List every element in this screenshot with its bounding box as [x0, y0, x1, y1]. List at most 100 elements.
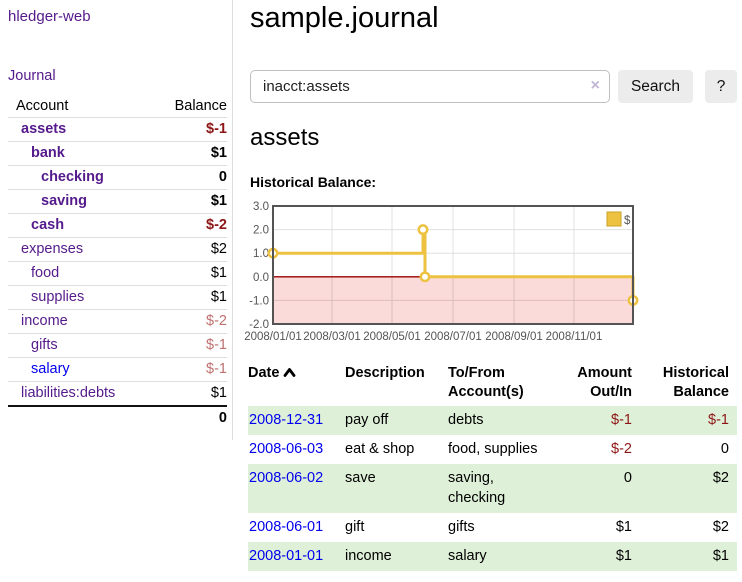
- transaction-row: 2008-06-03 eat & shop food, supplies $-2…: [248, 435, 737, 464]
- account-tree: Account Balance assets $-1 bank $1 check…: [8, 96, 227, 431]
- x-tick-label: 2008/03/01: [303, 331, 361, 343]
- balance-column-header: Historical Balance: [662, 365, 729, 400]
- account-row: income $-2: [8, 309, 227, 334]
- account-balance: $-1: [148, 357, 227, 382]
- account-row: salary $-1: [8, 357, 227, 382]
- plot-border: [272, 205, 634, 325]
- search-button[interactable]: Search: [618, 70, 693, 103]
- account-link-checking[interactable]: checking: [41, 169, 104, 185]
- transaction-balance: 0: [720, 441, 729, 457]
- register-header-row: Date Description To/From Account(s) Amou…: [248, 362, 737, 406]
- accounts-column-header: To/From Account(s): [448, 365, 524, 400]
- x-tick-label: 2008/09/01: [485, 331, 543, 343]
- account-link-gifts[interactable]: gifts: [31, 337, 58, 353]
- y-tick-label: -1.0: [249, 295, 269, 307]
- y-tick-label: 2.0: [253, 225, 269, 237]
- account-row: bank $1: [8, 141, 227, 166]
- transaction-date-link[interactable]: 2008-06-03: [249, 441, 324, 457]
- sidebar: hledger-web Journal Account Balance asse…: [0, 0, 233, 440]
- transaction-accounts: saving, checking: [448, 470, 506, 506]
- account-link-bank[interactable]: bank: [31, 145, 65, 161]
- legend-swatch: [606, 211, 622, 227]
- transaction-description: eat & shop: [345, 441, 415, 457]
- y-tick-label: 3.0: [253, 201, 269, 213]
- x-tick-label: 2008/05/01: [363, 331, 421, 343]
- transaction-amount: $1: [615, 548, 632, 564]
- clear-search-icon[interactable]: ×: [590, 77, 600, 94]
- sidebar-item-journal[interactable]: Journal: [8, 68, 56, 84]
- account-row: expenses $2: [8, 237, 227, 262]
- chart-legend: $: [606, 211, 631, 227]
- account-total-row: 0: [8, 405, 227, 431]
- account-heading: assets: [250, 124, 320, 151]
- app-brand: hledger-web: [8, 8, 227, 25]
- account-link-cash[interactable]: cash: [31, 217, 65, 233]
- account-link-supplies[interactable]: supplies: [31, 289, 85, 305]
- y-tick-label: -2.0: [249, 319, 269, 331]
- x-tick-label: 2008/07/01: [424, 331, 482, 343]
- transaction-balance: $2: [712, 519, 729, 535]
- brand-link[interactable]: hledger-web: [8, 8, 91, 25]
- transaction-row: 2008-12-31 pay off debts $-1 $-1: [248, 406, 737, 435]
- account-balance: $-1: [148, 333, 227, 358]
- transaction-description: pay off: [345, 412, 389, 428]
- search-input[interactable]: [250, 70, 610, 103]
- transaction-accounts: gifts: [448, 519, 475, 535]
- account-link-food[interactable]: food: [31, 265, 60, 281]
- account-row: saving $1: [8, 189, 227, 214]
- account-row: gifts $-1: [8, 333, 227, 358]
- transaction-balance: $1: [712, 548, 729, 564]
- gridlines: [274, 207, 632, 276]
- account-balance: $2: [148, 237, 227, 262]
- account-link-liabilities-debts[interactable]: liabilities:debts: [21, 385, 116, 401]
- transaction-row: 2008-01-01 income salary $1 $1: [248, 542, 737, 571]
- account-row: liabilities:debts $1: [8, 381, 227, 406]
- transaction-balance: $2: [712, 470, 729, 486]
- transaction-balance: $-1: [708, 412, 729, 428]
- account-balance: $-2: [148, 213, 227, 238]
- account-link-expenses[interactable]: expenses: [21, 241, 84, 257]
- historical-balance-chart: 3.0 2.0 1.0 0.0 -1.0 -2.0: [244, 201, 639, 343]
- account-tree-header: Account Balance: [8, 96, 227, 118]
- account-row: food $1: [8, 261, 227, 286]
- transaction-accounts: food, supplies: [448, 441, 538, 457]
- description-column-header: Description: [345, 365, 425, 381]
- account-balance: $1: [148, 381, 227, 406]
- account-row: cash $-2: [8, 213, 227, 238]
- account-balance: $1: [148, 141, 227, 166]
- account-balance: 0: [148, 165, 227, 190]
- transaction-amount: $1: [615, 519, 632, 535]
- account-link-saving[interactable]: saving: [41, 193, 87, 209]
- transaction-date-link[interactable]: 2008-01-01: [249, 548, 324, 564]
- account-balance: $-1: [148, 117, 227, 142]
- account-balance: $1: [148, 285, 227, 310]
- account-link-salary[interactable]: salary: [31, 361, 70, 377]
- page-title: sample.journal: [250, 2, 439, 34]
- transaction-date-link[interactable]: 2008-12-31: [249, 412, 324, 428]
- transaction-description: save: [345, 470, 376, 486]
- transaction-description: income: [345, 548, 392, 564]
- account-balance: $-2: [148, 309, 227, 334]
- transaction-amount: 0: [623, 470, 632, 486]
- gridlines-negative: [274, 277, 632, 323]
- date-column-header[interactable]: Date: [248, 362, 345, 406]
- register-table: Date Description To/From Account(s) Amou…: [248, 362, 737, 571]
- help-button[interactable]: ?: [705, 70, 737, 103]
- transaction-date-link[interactable]: 2008-06-01: [249, 519, 324, 535]
- account-link-assets[interactable]: assets: [21, 121, 67, 137]
- transaction-accounts: salary: [448, 548, 487, 564]
- x-tick-label: 2008/01/01: [244, 331, 302, 343]
- x-tick-labels: 2008/01/01 2008/03/01 2008/05/01 2008/07…: [244, 331, 602, 343]
- account-balance: $1: [148, 261, 227, 286]
- account-row: supplies $1: [8, 285, 227, 310]
- chart-heading: Historical Balance:: [250, 174, 377, 190]
- y-tick-label: 1.0: [253, 248, 269, 260]
- search-bar: × Search ?: [250, 70, 737, 103]
- y-tick-label: 0.0: [253, 272, 269, 284]
- transaction-date-link[interactable]: 2008-06-02: [249, 470, 324, 486]
- account-link-income[interactable]: income: [21, 313, 68, 329]
- main-content: sample.journal × Search ? assets Histori…: [244, 0, 742, 582]
- balance-column-header: Balance: [174, 98, 227, 114]
- sort-ascending-icon: [283, 365, 296, 384]
- date-header-label: Date: [248, 365, 280, 381]
